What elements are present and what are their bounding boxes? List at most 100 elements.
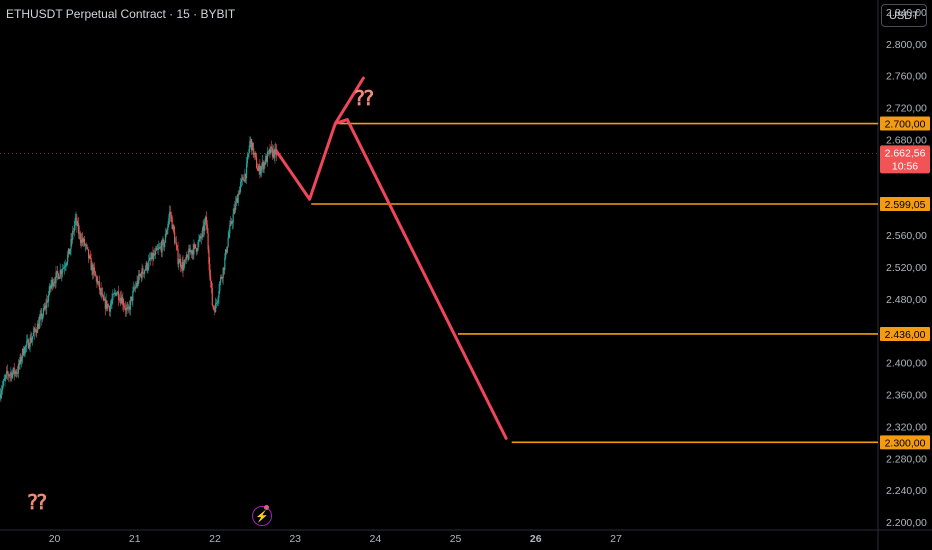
candle-body (182, 261, 184, 270)
candle-body (250, 138, 253, 151)
candle-body (103, 296, 105, 301)
candle-body (78, 232, 80, 234)
candle-body (36, 332, 38, 334)
candle-body (205, 216, 208, 225)
candle-body (94, 271, 96, 276)
candle-body (260, 170, 262, 175)
candle-body (43, 308, 45, 309)
candle-body (152, 252, 154, 260)
y-tick-label: 2.520,00 (886, 262, 927, 274)
candle-body (82, 238, 84, 243)
candle-body (239, 186, 241, 195)
candle-body (128, 306, 130, 308)
candle-body (72, 230, 75, 232)
x-tick-label: 27 (610, 533, 622, 545)
candle-body (240, 182, 242, 187)
candle-body (242, 177, 244, 181)
candle-body (199, 236, 202, 238)
y-tick-label: 2.800,00 (886, 39, 927, 51)
candle-body (121, 297, 123, 304)
candle-body (223, 267, 225, 271)
candle-body (186, 254, 188, 257)
candle-body (113, 292, 116, 294)
lightning-icon[interactable]: ⚡ (252, 506, 272, 526)
candle-body (254, 152, 256, 155)
candle-body (252, 142, 254, 155)
candle-body (141, 268, 143, 278)
candle-body (14, 371, 16, 374)
candle-body (108, 306, 111, 312)
candle-body (171, 217, 173, 230)
currency-button[interactable]: USDT (881, 4, 927, 27)
candle-body (92, 264, 94, 275)
candle-body (0, 393, 2, 399)
candle-body (191, 250, 193, 254)
candle-body (108, 304, 110, 307)
candle-body (176, 245, 178, 249)
candle-body (143, 272, 145, 274)
candle-body (22, 348, 25, 356)
candle-body (249, 140, 251, 149)
candle-body (6, 371, 9, 374)
candle-body (145, 262, 147, 269)
candle-body (195, 248, 198, 252)
candle-body (185, 254, 187, 261)
candle-body (169, 211, 172, 215)
candle-body (109, 306, 111, 312)
candle-body (12, 367, 14, 373)
candle-body (44, 305, 46, 309)
candle-body (198, 239, 200, 242)
question-annotation-top: ⁇ (355, 88, 374, 110)
candle-body (13, 367, 15, 374)
candle-body (29, 337, 31, 348)
candle-body (209, 263, 211, 276)
candle-body (53, 282, 55, 284)
candle-body (110, 303, 112, 307)
candle-body (16, 372, 19, 374)
candle-body (162, 239, 164, 241)
y-tick-label: 2.760,00 (886, 71, 927, 83)
countdown-label: 10:56 (892, 160, 918, 172)
candle-body (116, 293, 118, 296)
candle-body (1, 385, 4, 391)
candle-body (31, 336, 34, 340)
candle-body (133, 287, 136, 289)
candle-body (87, 249, 90, 259)
candle-body (149, 257, 152, 260)
candle-body (233, 207, 235, 214)
level-tag (880, 196, 930, 211)
candle-body (148, 257, 151, 261)
candle-body (180, 266, 182, 269)
candle-body (39, 316, 41, 321)
candle-body (93, 267, 96, 272)
candle-body (174, 232, 176, 244)
candle-body (159, 246, 162, 248)
level-tag-label: 2.436,00 (885, 329, 926, 341)
candle-body (167, 224, 169, 230)
candle-body (207, 233, 209, 250)
candle-body (68, 248, 70, 255)
candle-body (263, 162, 265, 170)
candle-body (140, 274, 142, 278)
question-annotation-bottom: ⁇ (28, 492, 47, 514)
candle-body (156, 248, 158, 250)
candle-body (100, 288, 102, 295)
candle-body (32, 332, 35, 337)
candle-body (63, 267, 65, 269)
candle-body (10, 372, 12, 375)
candle-body (96, 277, 98, 284)
candle-body (62, 268, 64, 272)
candle-body (144, 268, 147, 271)
y-tick-label: 2.240,00 (886, 485, 927, 497)
candle-body (163, 239, 165, 248)
y-tick-label: 2.320,00 (886, 421, 927, 433)
candle-body (183, 265, 185, 270)
candle-body (251, 142, 253, 151)
candle-body (271, 146, 273, 148)
candle-body (230, 221, 233, 224)
candle-body (194, 244, 197, 249)
candle-body (129, 299, 131, 310)
candle-body (105, 300, 107, 309)
candle-body (47, 294, 50, 302)
